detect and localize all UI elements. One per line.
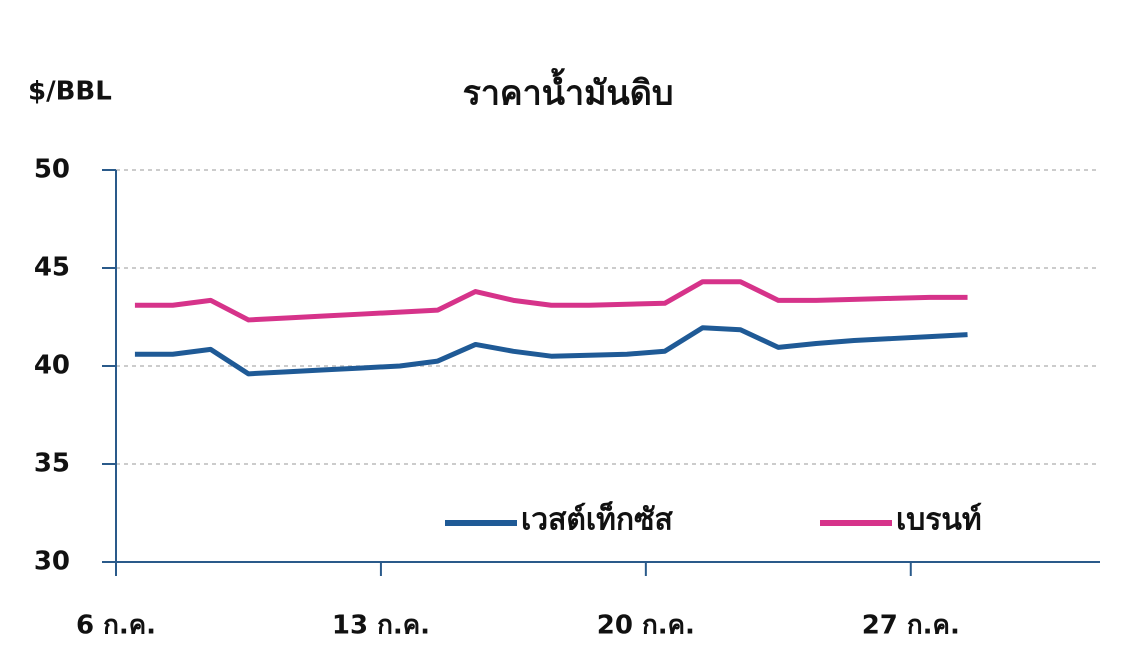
y-tick-label: 35 bbox=[34, 449, 70, 479]
y-axis-label: $/BBL bbox=[28, 77, 112, 107]
y-tick-label: 50 bbox=[34, 155, 70, 185]
legend-label: เวสต์เท็กซัส bbox=[521, 501, 673, 538]
x-tick-label: 27 ก.ค. bbox=[862, 611, 960, 641]
x-tick-label: 6 ก.ค. bbox=[76, 611, 156, 641]
x-tick-label: 13 ก.ค. bbox=[332, 611, 430, 641]
line bbox=[134, 279, 968, 323]
chart-title: ราคาน้ำมันดิบ bbox=[463, 68, 674, 114]
y-tick-label: 45 bbox=[34, 253, 70, 283]
line bbox=[134, 325, 968, 377]
y-tick-label: 40 bbox=[34, 351, 70, 381]
x-tick-label: 20 ก.ค. bbox=[597, 611, 695, 641]
y-tick-label: 30 bbox=[34, 547, 70, 577]
legend-label: เบรนท์ bbox=[896, 503, 982, 538]
